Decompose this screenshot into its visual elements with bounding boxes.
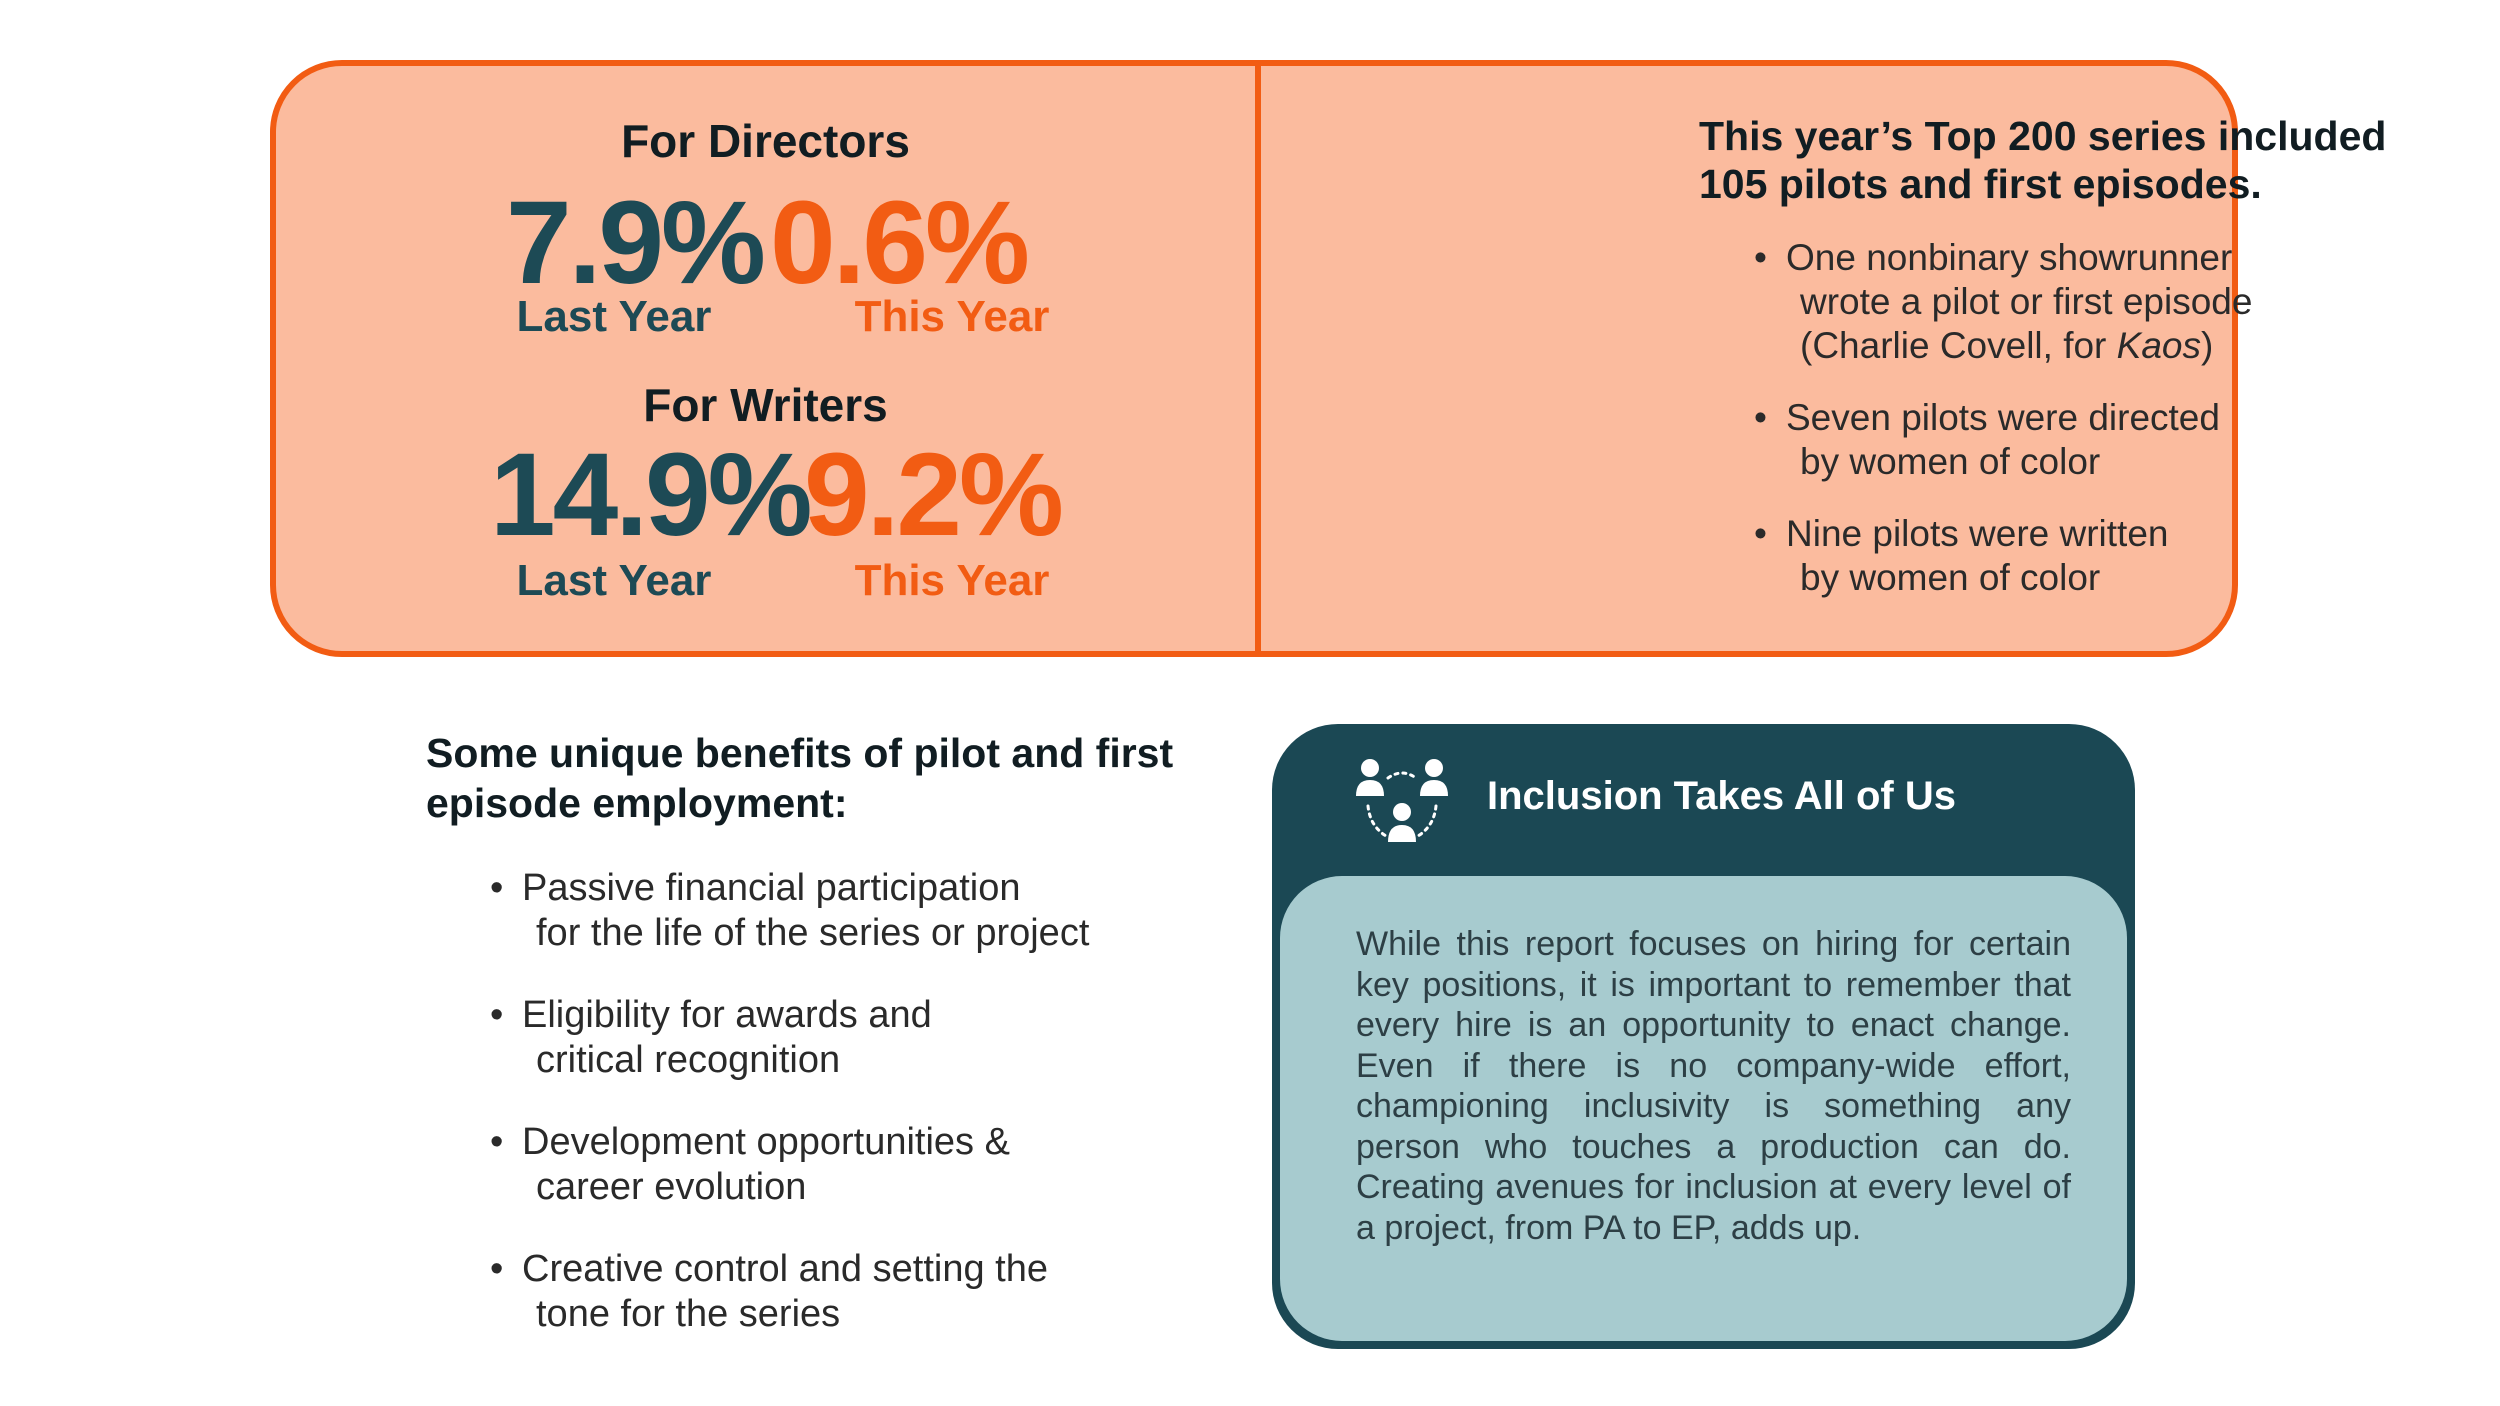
people-group-icon [1356,759,1448,842]
list-item: Development opportunities & career evolu… [490,1120,1210,1210]
pilots-title-line1: This year’s Top 200 series included [1699,113,2387,159]
list-item: Passive financial participation for the … [490,866,1210,956]
bullet-line: Passive financial participation [522,867,1021,909]
benefits-list: Passive financial participation for the … [490,866,1210,1374]
bullet-line: for the life of the series or project [536,912,1090,954]
benefits-title: Some unique benefits of pilot and first … [426,728,1226,828]
directors-last-year-value: 7.9% [506,177,766,309]
benefits-title-line1: Some unique benefits of pilot and first [426,730,1174,776]
stats-panel: For Directors 7.9% 0.6% Last Year This Y… [270,60,2386,657]
directors-last-year-label: Last Year [516,292,712,341]
bullet-line: Seven pilots were directed [1786,397,2220,438]
show-title: Kaos [2116,325,2201,366]
percentages-section: For Directors 7.9% 0.6% Last Year This Y… [276,66,1255,651]
bullet-line: (Charlie Covell, for Kaos) [1786,324,2314,368]
list-item: Creative control and setting the tone fo… [490,1247,1210,1337]
pilots-section: This year’s Top 200 series included 105 … [1261,66,2386,651]
bullet-line: wrote a pilot or first episode [1800,281,2253,322]
inclusion-body-panel: While this report focuses on hiring for … [1280,876,2127,1341]
benefits-title-line2: episode employment: [426,780,848,826]
directors-heading: For Directors [621,115,910,167]
bullet-line: tone for the series [536,1293,841,1335]
bullet-line: Nine pilots were written [1786,513,2169,554]
list-item: Eligibility for awards and critical reco… [490,993,1210,1083]
directors-this-year-label: This Year [854,292,1050,341]
bullet-line: critical recognition [536,1039,841,1081]
writers-this-year-label: This Year [854,556,1050,605]
bullet-line: Development opportunities & [522,1121,1010,1163]
bullet-text: ) [2201,325,2214,366]
pilots-bullet-list: One nonbinary showrunner wrote a pilot o… [1754,236,2314,628]
pilots-title: This year’s Top 200 series included 105 … [1699,112,2419,208]
writers-this-year-value: 9.2% [804,429,1064,561]
inclusion-title: Inclusion Takes All of Us [1487,774,1956,818]
list-item: Seven pilots were directed by women of c… [1754,396,2314,484]
pilots-title-line2: 105 pilots and first episodes. [1699,161,2262,207]
bullet-line: by women of color [1800,441,2101,482]
bullet-line: Eligibility for awards and [522,994,932,1036]
writers-last-year-label: Last Year [516,556,712,605]
panel-divider [1255,66,1261,651]
list-item: Nine pilots were written by women of col… [1754,512,2314,600]
inclusion-body-text: While this report focuses on hiring for … [1356,925,2071,1247]
bullet-line: by women of color [1800,557,2101,598]
bullet-line: One nonbinary showrunner [1786,237,2233,278]
directors-this-year-value: 0.6% [770,177,1030,309]
writers-last-year-value: 14.9% [490,429,813,561]
bullet-line: Creative control and setting the [522,1248,1048,1290]
list-item: One nonbinary showrunner wrote a pilot o… [1754,236,2314,368]
bullet-text: (Charlie Covell, for [1800,325,2117,366]
writers-heading: For Writers [643,379,888,431]
inclusion-card: Inclusion Takes All of Us While this rep… [1272,724,2135,1349]
bullet-line: career evolution [536,1166,807,1208]
